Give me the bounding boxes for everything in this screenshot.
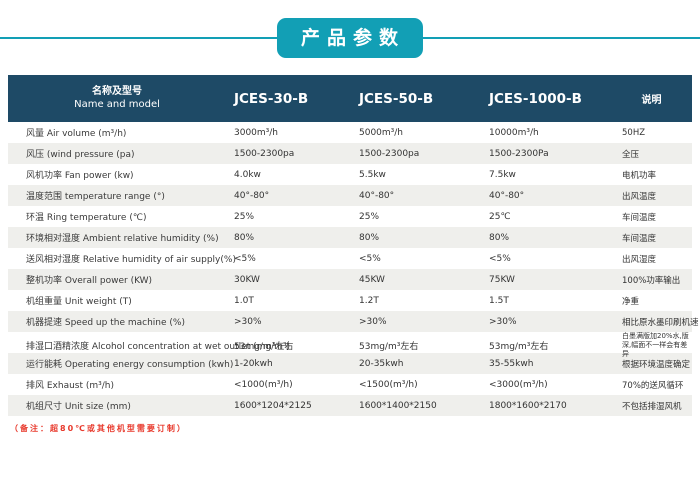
column-header-model-jces-50-b: JCES-50-B	[359, 90, 434, 107]
table-body: 风量 Air volume (m³/h) 3000m³/h 5000m³/h 1…	[8, 122, 699, 416]
row-parameter-label: 排湿口酒精浓度 Alcohol concentration at wet out…	[26, 341, 291, 352]
row-value-model-3: <5%	[489, 253, 511, 264]
row-value-model-1: 4.0kw	[234, 169, 261, 180]
row-parameter-label: 风压 (wind pressure (pa)	[26, 150, 135, 160]
column-header-model-jces-30-b: JCES-30-B	[234, 90, 309, 107]
row-value-model-3: 10000m³/h	[489, 127, 539, 138]
row-value-model-3: 7.5kw	[489, 169, 516, 180]
table-row: 风量 Air volume (m³/h) 3000m³/h 5000m³/h 1…	[8, 122, 692, 143]
row-parameter-label: 送风相对湿度 Relative humidity of air supply(%…	[26, 255, 236, 265]
row-parameter-label: 整机功率 Overall power (KW)	[26, 276, 153, 286]
table-row: 机组重量 Unit weight (T) 1.0T 1.2T 1.5T 净重	[8, 290, 692, 311]
row-value-model-3: 25℃	[489, 211, 511, 222]
column-header-name-and-model: 名称及型号 Name and model	[8, 86, 226, 111]
row-value-model-2: 1500-2300pa	[359, 148, 420, 159]
row-value-model-3: 80%	[489, 232, 510, 243]
row-value-model-3: 75KW	[489, 274, 515, 285]
row-value-model-2: 20-35kwh	[359, 358, 404, 369]
row-description-note: 电机功率	[622, 170, 657, 181]
row-parameter-label: 机器提速 Speed up the machine (%)	[26, 318, 185, 328]
row-value-model-2: 53mg/m³左右	[359, 341, 419, 352]
row-value-model-1: 80%	[234, 232, 255, 243]
row-value-model-2: 1.2T	[359, 295, 379, 306]
row-value-model-3: 53mg/m³左右	[489, 341, 549, 352]
column-header-description: 说明	[641, 95, 662, 106]
row-parameter-label: 风量 Air volume (m³/h)	[26, 129, 127, 139]
footer-note: （备注：超80℃或其他机型需要订制）	[10, 424, 187, 433]
row-value-model-3: 35-55kwh	[489, 358, 534, 369]
row-description-note: 出风温度	[622, 191, 657, 202]
table-row: 送风相对湿度 Relative humidity of air supply(%…	[8, 248, 692, 269]
row-value-model-1: 3000m³/h	[234, 127, 279, 138]
column-header-model-jces-1000-b: JCES-1000-B	[489, 90, 582, 107]
row-value-model-1: <5%	[234, 253, 256, 264]
row-description-note: 出风湿度	[622, 254, 657, 265]
row-value-model-3: <3000(m³/h)	[489, 379, 548, 390]
row-parameter-label: 温度范围 temperature range (°)	[26, 192, 165, 202]
page-title: 产品参数	[276, 18, 424, 58]
row-parameter-label: 运行能耗 Operating energy consumption (kwh)	[26, 360, 234, 370]
row-value-model-1: 1.0T	[234, 295, 254, 306]
row-description-note: 100%功率输出	[622, 275, 681, 286]
row-description-note: 净重	[622, 296, 640, 307]
row-value-model-2: 5.5kw	[359, 169, 386, 180]
row-value-model-2: 5000m³/h	[359, 127, 404, 138]
row-value-model-2: 1600*1400*2150	[359, 400, 437, 411]
row-value-model-2: 40°-80°	[359, 190, 395, 201]
row-value-model-1: 53mg/m³左右	[234, 341, 294, 352]
row-parameter-label: 环境相对湿度 Ambient relative humidity (%)	[26, 234, 219, 244]
row-value-model-1: 25%	[234, 211, 255, 222]
row-value-model-2: <5%	[359, 253, 381, 264]
row-parameter-label: 环温 Ring temperature (℃)	[26, 213, 147, 223]
table-row: 温度范围 temperature range (°) 40°-80° 40°-8…	[8, 185, 692, 206]
row-value-model-1: <1000(m³/h)	[234, 379, 293, 390]
row-description-note: 50HZ	[622, 127, 646, 138]
row-description-note: 白墨满版加20%水,版深,幅面不一样会有差异	[622, 332, 689, 358]
table-row: 整机功率 Overall power (KW) 30KW 45KW 75KW 1…	[8, 269, 692, 290]
row-description-note: 全压	[622, 149, 640, 160]
row-value-model-3: 1.5T	[489, 295, 509, 306]
row-description-note: 70%的送风循环	[622, 380, 684, 391]
row-value-model-2: <1500(m³/h)	[359, 379, 418, 390]
title-band: 产品参数	[0, 18, 700, 58]
row-description-note: 车间温度	[622, 212, 657, 223]
row-value-model-1: 1600*1204*2125	[234, 400, 312, 411]
row-description-note: 根据环境温度确定	[622, 359, 691, 370]
table-row: 机组尺寸 Unit size (mm) 1600*1204*2125 1600*…	[8, 395, 692, 416]
table-row: 风压 (wind pressure (pa) 1500-2300pa 1500-…	[8, 143, 692, 164]
row-value-model-2: 45KW	[359, 274, 385, 285]
row-value-model-3: 1800*1600*2170	[489, 400, 567, 411]
row-value-model-2: 25%	[359, 211, 380, 222]
table-header-row: 名称及型号 Name and model JCES-30-B JCES-50-B…	[8, 75, 692, 122]
table-row: 风机功率 Fan power (kw) 4.0kw 5.5kw 7.5kw 电机…	[8, 164, 692, 185]
spec-table: 名称及型号 Name and model JCES-30-B JCES-50-B…	[8, 75, 699, 416]
table-row: 排湿口酒精浓度 Alcohol concentration at wet out…	[8, 332, 692, 358]
row-parameter-label: 风机功率 Fan power (kw)	[26, 171, 134, 181]
row-value-model-2: >30%	[359, 316, 387, 327]
row-value-model-2: 80%	[359, 232, 380, 243]
row-description-note: 相比原水墨印刷机速	[622, 317, 699, 328]
row-value-model-3: 40°-80°	[489, 190, 525, 201]
row-value-model-1: 1-20kwh	[234, 358, 273, 369]
row-description-note: 不包括排湿风机	[622, 401, 682, 412]
row-value-model-3: >30%	[489, 316, 517, 327]
row-value-model-1: >30%	[234, 316, 262, 327]
row-parameter-label: 机组重量 Unit weight (T)	[26, 297, 132, 307]
table-row: 环境相对湿度 Ambient relative humidity (%) 80%…	[8, 227, 692, 248]
table-row: 运行能耗 Operating energy consumption (kwh) …	[8, 353, 692, 374]
row-value-model-1: 40°-80°	[234, 190, 270, 201]
row-parameter-label: 排风 Exhaust (m³/h)	[26, 381, 115, 391]
column-header-name-en: Name and model	[74, 98, 160, 110]
row-description-note: 车间温度	[622, 233, 657, 244]
table-row: 排风 Exhaust (m³/h) <1000(m³/h) <1500(m³/h…	[8, 374, 692, 395]
row-parameter-label: 机组尺寸 Unit size (mm)	[26, 402, 131, 412]
table-row: 环温 Ring temperature (℃) 25% 25% 25℃ 车间温度	[8, 206, 692, 227]
table-row: 机器提速 Speed up the machine (%) >30% >30% …	[8, 311, 699, 332]
column-header-name-zh: 名称及型号	[92, 86, 142, 97]
row-value-model-1: 30KW	[234, 274, 260, 285]
row-value-model-3: 1500-2300Pa	[489, 148, 549, 159]
row-value-model-1: 1500-2300pa	[234, 148, 295, 159]
